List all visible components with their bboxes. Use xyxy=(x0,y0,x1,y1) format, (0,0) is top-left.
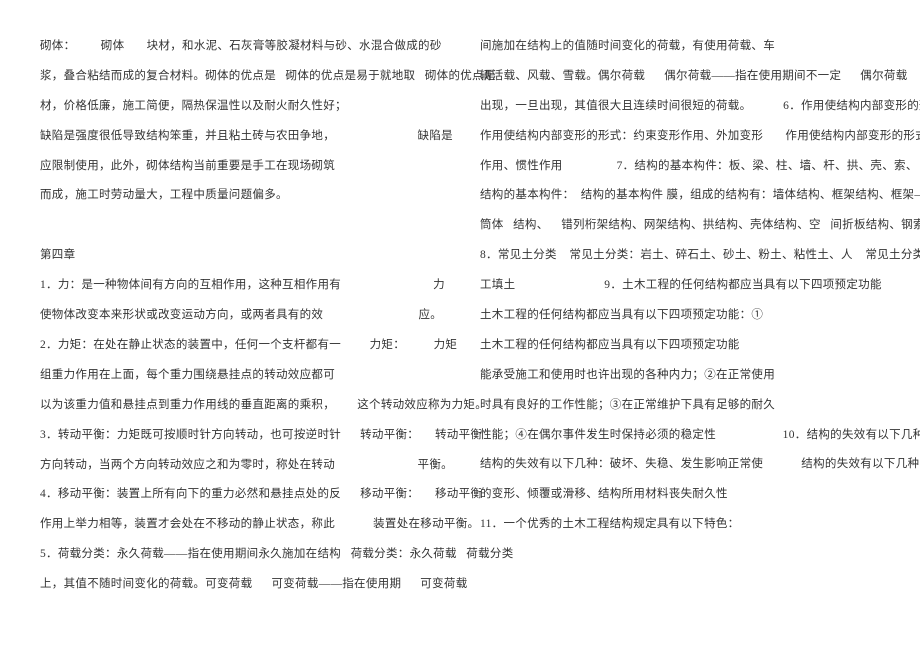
text-line: 4．移动平衡：装置上所有向下的重力必然和悬挂点处的反 移动平衡： 移动平衡 xyxy=(40,480,440,510)
text-line: 作用、惯性作用 7．结构的基本构件：板、梁、柱、墙、杆、拱、壳、索、 xyxy=(480,152,880,182)
text-line: 砌体： 砌体 块材，和水泥、石灰膏等胶凝材料与砂、水混合做成的砂 xyxy=(40,32,440,62)
text-line: 时具有良好的工作性能；③在正常维护下具有足够的耐久 xyxy=(480,391,880,421)
text-line: 1．力：是一种物体间有方向的互相作用，这种互相作用有 力 xyxy=(40,271,440,301)
text-line: 筒体 结构、 错列桁架结构、网架结构、拱结构、壳体结构、空 间折板结构、钢索结构 xyxy=(480,211,880,241)
text-line: 土木工程的任何结构都应当具有以下四项预定功能：① xyxy=(480,301,880,331)
text-line: 作用上举力相等，装置才会处在不移动的静止状态，称此 装置处在移动平衡。 xyxy=(40,510,440,540)
text-line: 8．常见土分类 常见土分类：岩土、碎石土、砂土、粉土、粘性土、人 常见土分类 xyxy=(480,241,880,271)
text-line: 而成，施工时劳动量大，工程中质量问题偏多。 xyxy=(40,181,440,211)
text-line: 应限制使用，此外，砌体结构当前重要是手工在现场砌筑 xyxy=(40,152,440,182)
text-line: 浆，叠合粘结而成的复合材料。砌体的优点是 砌体的优点是易于就地取 砌体的优点是 xyxy=(40,62,440,92)
text-line: 能承受施工和使用时也许出现的各种内力；②在正常使用 xyxy=(480,361,880,391)
text-line: 结构的基本构件： 结构的基本构件 膜，组成的结构有：墙体结构、框架结构、框架—— xyxy=(480,181,880,211)
text-line: 材，价格低廉，施工简便，隔热保温性以及耐火耐久性好； xyxy=(40,92,440,122)
text-line: 缺陷是强度很低导致结构笨重，并且粘土砖与农田争地， 缺陷是 xyxy=(40,122,440,152)
text-line: 组重力作用在上面，每个重力围绕悬挂点的转动效应都可 xyxy=(40,361,440,391)
text-line: 上，其值不随时间变化的荷载。可变荷载 可变荷载——指在使用期 可变荷载 xyxy=(40,570,440,600)
text-line: 2．力矩：在处在静止状态的装置中，任何一个支杆都有一 力矩： 力矩 xyxy=(40,331,440,361)
text-line: 使物体改变本来形状或改变运动方向，或两者具有的效 应。 xyxy=(40,301,440,331)
blank-line xyxy=(40,211,440,241)
text-line: 出现，一旦出现，其值很大且连续时间很短的荷载。 6．作用使结构内部变形的形式 xyxy=(480,92,880,122)
text-line: 性能；④在偶尔事件发生时保持必须的稳定性 10．结构的失效有以下几种 xyxy=(480,421,880,451)
text-line: 工填土 9．土木工程的任何结构都应当具有以下四项预定功能 xyxy=(480,271,880,301)
text-line: 结构的失效有以下几种：破坏、失稳、发生影响正常使 结构的失效有以下几种 xyxy=(480,450,880,480)
text-line: 3．转动平衡：力矩既可按顺时针方向转动，也可按逆时针 转动平衡： 转动平衡 xyxy=(40,421,440,451)
text-line: 的变形、倾覆或滑移、结构所用材料丧失耐久性 xyxy=(480,480,880,510)
document-page: 砌体： 砌体 块材，和水泥、石灰膏等胶凝材料与砂、水混合做成的砂 浆，叠合粘结而… xyxy=(40,32,880,619)
text-line: 11．一个优秀的土木工程结构规定具有以下特色： xyxy=(480,510,880,540)
text-line: 间施加在结构上的值随时间变化的荷载，有使用荷载、车 xyxy=(480,32,880,62)
text-line: 土木工程的任何结构都应当具有以下四项预定功能 xyxy=(480,331,880,361)
text-line: 5．荷载分类：永久荷载——指在使用期间永久施加在结构 荷载分类：永久荷载 荷载分… xyxy=(40,540,440,570)
text-line: 以为该重力值和悬挂点到重力作用线的垂直距离的乘积， 这个转动效应称为力矩。 xyxy=(40,391,440,421)
text-line: 作用使结构内部变形的形式：约束变形作用、外加变形 作用使结构内部变形的形式 xyxy=(480,122,880,152)
text-line: 辆活载、风载、雪载。偶尔荷载 偶尔荷载——指在使用期间不一定 偶尔荷载 xyxy=(480,62,880,92)
chapter-heading: 第四章 xyxy=(40,241,440,271)
text-line: 方向转动，当两个方向转动效应之和为零时，称处在转动 平衡。 xyxy=(40,451,440,481)
